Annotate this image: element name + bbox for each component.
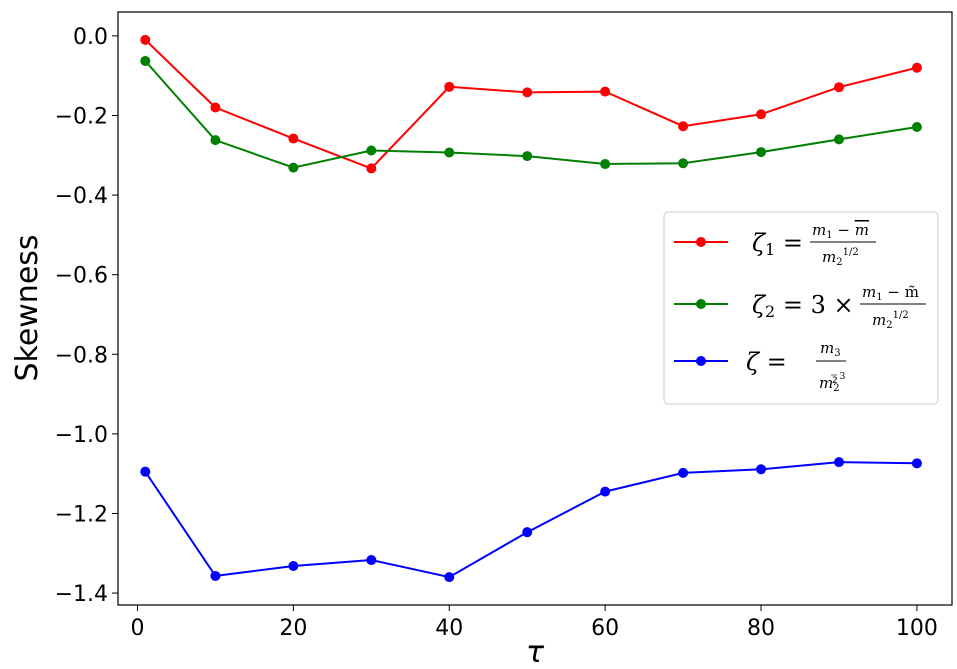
data-point (522, 87, 533, 98)
svg-text:m1 − m̃: m1 − m̃ (862, 283, 919, 303)
x-axis: 0 20 40 60 80 100 (130, 605, 938, 641)
y-axis-label: Skewness (10, 234, 45, 381)
data-point (833, 82, 844, 93)
legend-frame (663, 211, 939, 405)
data-point (833, 134, 844, 145)
y-tick-label: 0.0 (73, 25, 108, 50)
data-point (288, 560, 299, 571)
data-point (911, 62, 922, 73)
x-tick-label: 100 (896, 616, 938, 641)
series-line-1 (144, 60, 918, 169)
legend-marker-zeta (696, 356, 706, 366)
data-point (833, 457, 844, 468)
data-point (678, 158, 689, 169)
series-line-0 (144, 39, 918, 170)
x-tick-label: 80 (747, 616, 775, 641)
data-point (366, 145, 377, 156)
x-tick-label: 60 (591, 616, 619, 641)
legend-entry-zeta: ζ = m3 m23 2 (674, 339, 846, 394)
data-point (756, 464, 767, 475)
svg-text:m23: m23 (819, 372, 846, 394)
data-point (678, 467, 689, 478)
data-point (210, 570, 221, 581)
x-axis-label: τ (526, 635, 545, 669)
data-point (756, 147, 767, 158)
data-point (756, 109, 767, 120)
data-point (140, 466, 151, 477)
x-tick-label: 20 (279, 616, 307, 641)
data-point (444, 147, 455, 158)
data-point (366, 163, 377, 174)
legend-label-zeta: ζ = m3 m23 2 (746, 339, 846, 394)
data-point (600, 86, 611, 97)
series-layer (140, 34, 922, 583)
y-tick-label: −0.2 (55, 104, 108, 129)
series-line-2 (144, 461, 917, 579)
legend: ζ1 = m1 − m m21/2 ζ2 = 3 × m1 − m̃ m21/2… (663, 211, 939, 405)
data-point (911, 458, 922, 469)
data-point (911, 122, 922, 133)
y-tick-label: −1.2 (55, 502, 108, 527)
data-point (522, 527, 533, 538)
data-point (444, 572, 455, 583)
data-point (288, 133, 299, 144)
legend-marker-zeta2 (696, 299, 706, 309)
svg-text:ζ =: ζ = (746, 348, 787, 376)
y-axis: 0.0 −0.2 −0.4 −0.6 −0.8 −1.0 −1.2 −1.4 (55, 25, 118, 607)
y-tick-label: −0.4 (55, 184, 108, 209)
y-tick-label: −0.6 (55, 264, 108, 289)
legend-label-zeta1: ζ1 = m1 − m m21/2 (752, 221, 876, 268)
y-tick-label: −1.4 (55, 582, 108, 607)
plot-frame (117, 11, 953, 606)
svg-text:2: 2 (832, 376, 838, 386)
svg-text:ζ1 =: ζ1 = (752, 229, 803, 259)
svg-text:m1 − m: m1 − m (812, 221, 869, 241)
data-point (522, 151, 533, 162)
data-point (600, 159, 611, 170)
data-point (678, 121, 689, 132)
y-tick-label: −0.8 (55, 343, 108, 368)
data-point (140, 55, 151, 66)
data-point (366, 555, 377, 566)
x-tick-label: 0 (130, 616, 144, 641)
data-point (210, 135, 221, 146)
data-point (210, 102, 221, 113)
legend-entry-zeta1: ζ1 = m1 − m m21/2 (674, 221, 876, 268)
x-tick-label: 40 (435, 616, 463, 641)
data-point (140, 34, 151, 45)
data-point (288, 162, 299, 173)
data-point (600, 486, 611, 497)
y-tick-label: −1.0 (55, 423, 108, 448)
legend-marker-zeta1 (696, 237, 706, 247)
data-point (444, 81, 455, 92)
